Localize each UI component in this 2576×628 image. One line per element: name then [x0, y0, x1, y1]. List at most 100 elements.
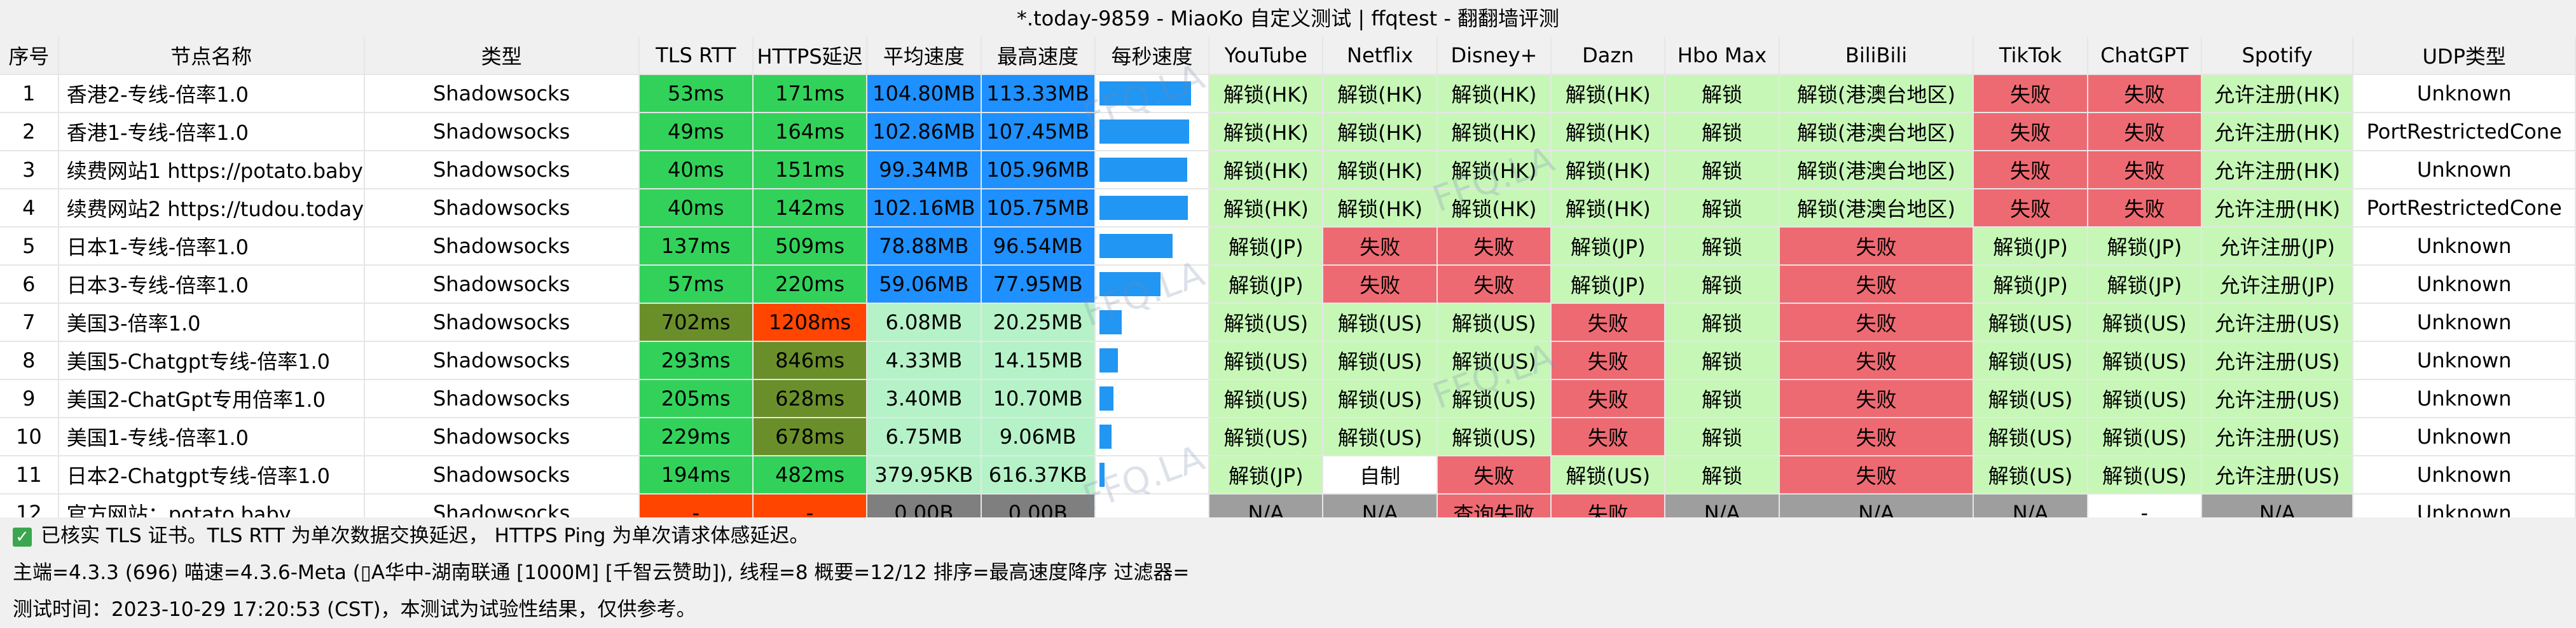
table-row[interactable]: 9 美国2-ChatGpt专用倍率1.0 Shadowsocks 205ms 628ms…: [0, 379, 2576, 418]
cell-udp-type: PortRestrictedCone: [2353, 113, 2576, 151]
cell-tiktok: 解锁(US): [1973, 456, 2088, 495]
cell-max-speed: 9.06MB: [981, 418, 1096, 456]
cell-index: 3: [0, 151, 59, 189]
table-row[interactable]: 8 美国5-Chatgpt专线-倍率1.0 Shadowsocks 293ms 846m…: [0, 341, 2576, 380]
cell-disney: 解锁(HK): [1436, 151, 1552, 189]
cell-chatgpt: 解锁(US): [2087, 303, 2202, 342]
cell-tiktok: 解锁(US): [1973, 418, 2088, 456]
cell-https-latency: 628ms: [752, 379, 868, 418]
cell-dazn: 解锁(US): [1551, 456, 1666, 495]
cell-tiktok: 解锁(US): [1973, 303, 2088, 342]
cell-udp-type: PortRestrictedCone: [2353, 189, 2576, 228]
column-header[interactable]: BiliBili: [1779, 37, 1974, 75]
speed-sparkline: [1099, 158, 1187, 182]
cell-node-name: 香港1-专线-倍率1.0: [58, 113, 365, 151]
cell-dazn: 失败: [1551, 303, 1666, 342]
column-header[interactable]: Hbo Max: [1665, 37, 1780, 75]
cell-per-second-speed: [1094, 151, 1210, 189]
column-header[interactable]: Disney+: [1436, 37, 1552, 75]
cell-dazn: 失败: [1551, 341, 1666, 380]
cell-bilibili: 失败: [1779, 379, 1974, 418]
table-row[interactable]: 5 日本1-专线-倍率1.0 Shadowsocks 137ms 509ms 78.88M…: [0, 227, 2576, 266]
cell-node-name: 香港2-专线-倍率1.0: [58, 74, 365, 113]
cell-udp-type: Unknown: [2353, 341, 2576, 380]
speed-sparkline: [1099, 196, 1188, 220]
cell-chatgpt: 失败: [2087, 189, 2202, 228]
cell-node-name: 日本1-专线-倍率1.0: [58, 227, 365, 266]
cell-spotify: 允许注册(HK): [2201, 74, 2354, 113]
table-row[interactable]: 10 美国1-专线-倍率1.0 Shadowsocks 229ms 678ms 6.75M…: [0, 418, 2576, 456]
cell-https-latency: 171ms: [752, 74, 868, 113]
table-row[interactable]: 4 续费网站2 https://tudou.today Shadowsocks 40m…: [0, 189, 2576, 228]
column-header[interactable]: 类型: [364, 37, 640, 75]
cell-bilibili: 失败: [1779, 341, 1974, 380]
cell-dazn: 解锁(HK): [1551, 189, 1666, 228]
cell-disney: 解锁(HK): [1436, 189, 1552, 228]
column-header[interactable]: 最高速度: [981, 37, 1096, 75]
cell-type: Shadowsocks: [364, 189, 640, 228]
footer-time: 测试时间：2023-10-29 17:20:53 (CST)，本测试为试验性结果…: [0, 591, 2576, 628]
cell-hbo-max: 解锁: [1665, 189, 1780, 228]
column-header[interactable]: 序号: [0, 37, 59, 75]
cell-per-second-speed: [1094, 456, 1210, 495]
cell-spotify: 允许注册(HK): [2201, 151, 2354, 189]
cell-hbo-max: 解锁: [1665, 341, 1780, 380]
column-header[interactable]: Spotify: [2201, 37, 2354, 75]
cell-disney: 解锁(HK): [1436, 74, 1552, 113]
cell-node-name: 续费网站1 https://potato.baby: [58, 151, 365, 189]
cell-node-name: 美国5-Chatgpt专线-倍率1.0: [58, 341, 365, 380]
cell-udp-type: Unknown: [2353, 303, 2576, 342]
cell-type: Shadowsocks: [364, 341, 640, 380]
cell-chatgpt: 解锁(JP): [2087, 227, 2202, 266]
speed-sparkline: [1099, 234, 1173, 258]
cell-spotify: 允许注册(HK): [2201, 189, 2354, 228]
speed-sparkline: [1099, 463, 1105, 487]
column-header[interactable]: Netflix: [1323, 37, 1438, 75]
column-header[interactable]: 每秒速度: [1094, 37, 1210, 75]
column-header[interactable]: HTTPS延迟: [752, 37, 868, 75]
cell-bilibili: 失败: [1779, 227, 1974, 266]
cell-per-second-speed: [1094, 74, 1210, 113]
column-header[interactable]: UDP类型: [2353, 37, 2576, 75]
table-row[interactable]: 2 香港1-专线-倍率1.0 Shadowsocks 49ms 164ms 102.86M…: [0, 113, 2576, 151]
cell-netflix: 自制: [1323, 456, 1438, 495]
table-row[interactable]: 3 续费网站1 https://potato.baby Shadowsocks 40m…: [0, 151, 2576, 189]
cell-dazn: 解锁(HK): [1551, 151, 1666, 189]
cell-index: 1: [0, 74, 59, 113]
speed-sparkline: [1099, 386, 1113, 411]
cell-hbo-max: 解锁: [1665, 456, 1780, 495]
speed-sparkline: [1099, 348, 1118, 372]
cell-tiktok: 解锁(JP): [1973, 227, 2088, 266]
column-header[interactable]: YouTube: [1209, 37, 1324, 75]
column-header[interactable]: TLS RTT: [638, 37, 754, 75]
cell-per-second-speed: [1094, 303, 1210, 342]
cell-index: 2: [0, 113, 59, 151]
cell-https-latency: 142ms: [752, 189, 868, 228]
cell-hbo-max: 解锁: [1665, 113, 1780, 151]
speed-sparkline: [1099, 425, 1112, 449]
cell-per-second-speed: [1094, 265, 1210, 304]
cell-chatgpt: 解锁(JP): [2087, 265, 2202, 304]
cell-spotify: 允许注册(US): [2201, 418, 2354, 456]
cell-type: Shadowsocks: [364, 418, 640, 456]
speed-sparkline: [1099, 81, 1191, 106]
cell-youtube: 解锁(JP): [1209, 265, 1324, 304]
table-row[interactable]: 6 日本3-专线-倍率1.0 Shadowsocks 57ms 220ms 59.06MB…: [0, 265, 2576, 304]
cell-spotify: 允许注册(US): [2201, 379, 2354, 418]
cell-tls-rtt: 293ms: [638, 341, 754, 380]
table-row[interactable]: 7 美国3-倍率1.0 Shadowsocks 702ms 1208ms 6.08MB 20…: [0, 303, 2576, 342]
table-row[interactable]: 11 日本2-Chatgpt专线-倍率1.0 Shadowsocks 194ms 482…: [0, 456, 2576, 495]
column-header[interactable]: Dazn: [1551, 37, 1666, 75]
cell-youtube: 解锁(JP): [1209, 227, 1324, 266]
cell-tls-rtt: 40ms: [638, 151, 754, 189]
cell-netflix: 解锁(HK): [1323, 74, 1438, 113]
cell-tls-rtt: 194ms: [638, 456, 754, 495]
cell-avg-speed: 4.33MB: [867, 341, 982, 380]
column-header[interactable]: 节点名称: [58, 37, 365, 75]
table-row[interactable]: 1 香港2-专线-倍率1.0 Shadowsocks 53ms 171ms 104.80M…: [0, 74, 2576, 113]
cell-avg-speed: 59.06MB: [867, 265, 982, 304]
column-header[interactable]: TikTok: [1973, 37, 2088, 75]
column-header[interactable]: ChatGPT: [2087, 37, 2202, 75]
column-header[interactable]: 平均速度: [867, 37, 982, 75]
cell-bilibili: 解锁(港澳台地区): [1779, 113, 1974, 151]
